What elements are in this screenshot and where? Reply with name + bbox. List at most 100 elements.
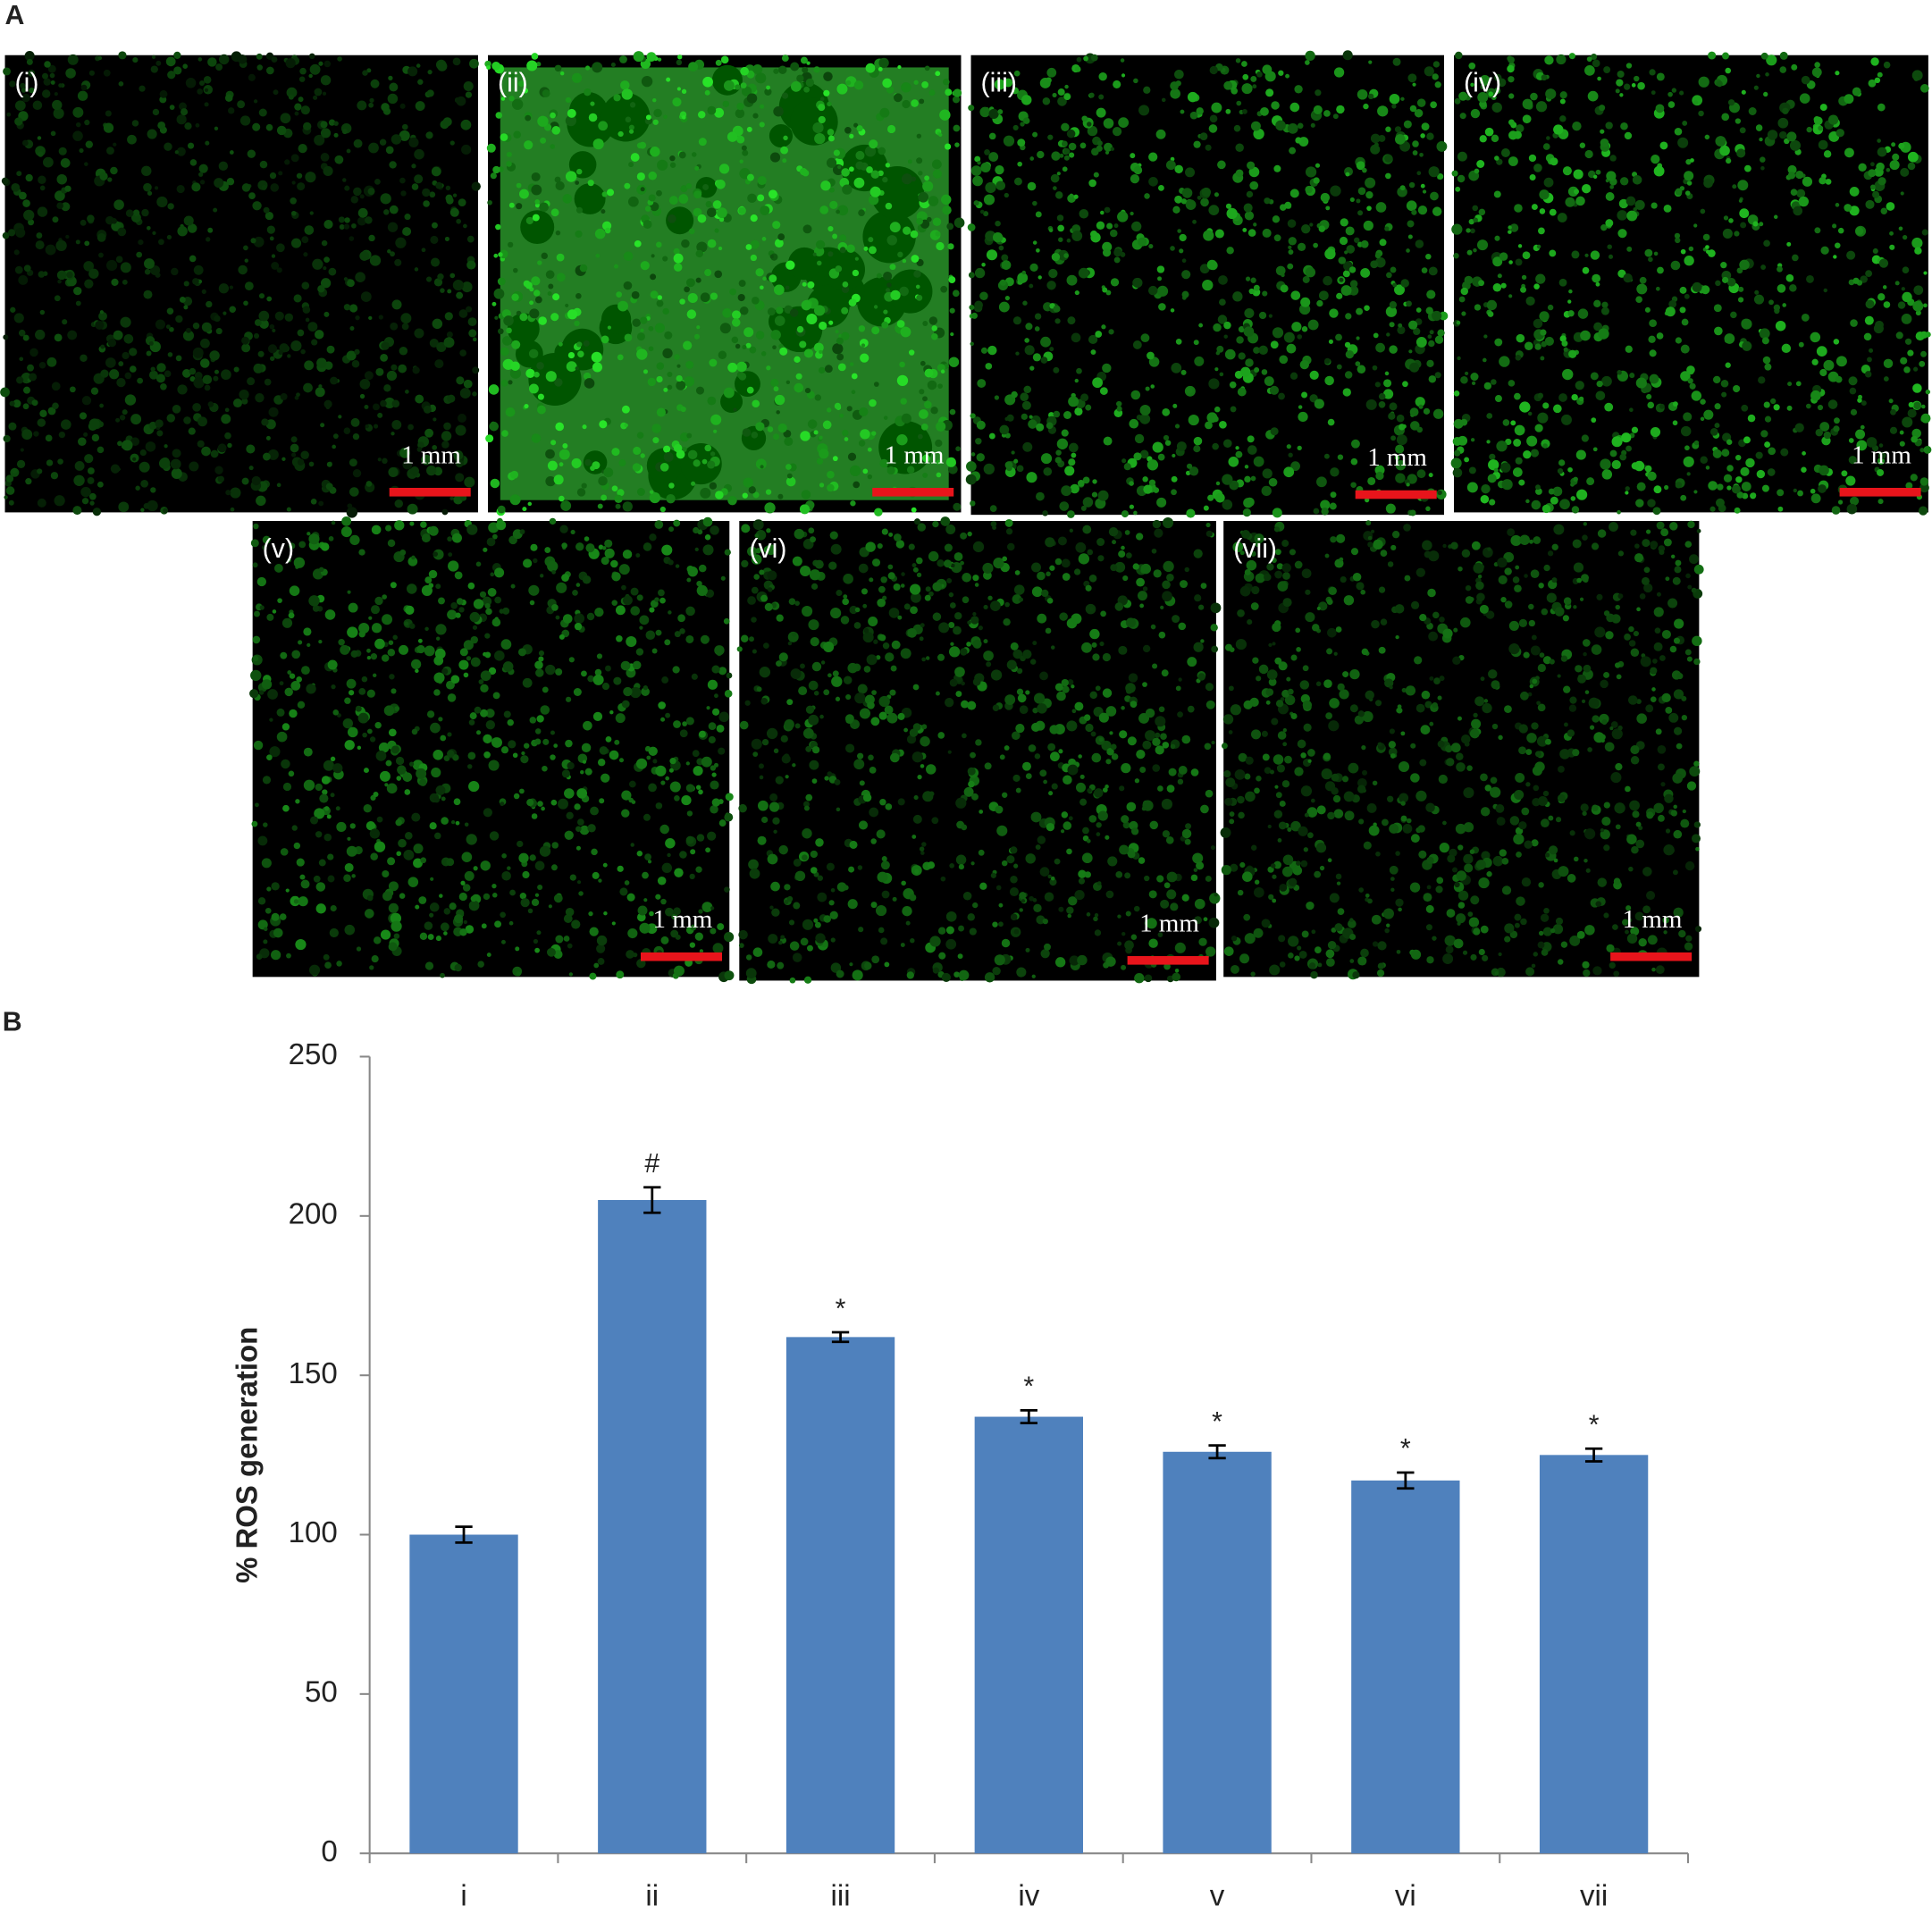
cell [632,660,642,670]
cell [556,273,566,282]
cell [1069,152,1075,158]
cell [1811,358,1819,365]
dark-spot [711,64,743,96]
cell [1129,418,1139,429]
cell [167,352,173,357]
cell [1323,110,1331,117]
cell [1508,93,1515,99]
cell [1356,161,1365,171]
cell [1099,387,1108,395]
cell [237,55,248,64]
cell [1286,343,1297,354]
cell [417,441,424,449]
cell [323,219,333,230]
cell [1619,453,1627,461]
cell [147,190,153,196]
cell [804,388,811,394]
cell [1575,381,1584,390]
cell [565,303,569,307]
cell [1761,337,1769,345]
cell [853,481,861,489]
cell [647,860,652,864]
cell [456,96,466,106]
cell [656,407,666,417]
cell [257,350,265,357]
cell [672,666,680,674]
cell [1283,466,1295,478]
cell [450,675,460,684]
cell [936,421,946,432]
cell [27,364,35,372]
cell [388,466,399,477]
cell [262,776,272,785]
cell [1777,489,1785,497]
cell [458,607,465,613]
cell [545,270,555,280]
cell [1022,300,1028,306]
cell [10,306,16,313]
cell [871,326,880,335]
cell [491,301,497,306]
cell [50,80,55,85]
cell [257,835,268,846]
cell [545,476,556,487]
cell [617,130,624,138]
cell [1075,541,1087,553]
cell [827,135,835,142]
cell [819,349,823,355]
cell [229,150,234,155]
cell [1063,93,1071,101]
cell [1508,380,1516,387]
cell [529,717,537,724]
cell [1521,274,1527,281]
cell [287,354,291,358]
cell [691,152,697,157]
cell [1066,848,1072,855]
cell [221,414,231,424]
cell [1133,905,1140,912]
cell [1297,334,1303,340]
cell [685,278,695,288]
cell [1154,528,1163,538]
cell [400,190,407,197]
cell [1330,467,1340,477]
cell [1305,50,1315,62]
cell [137,377,144,384]
cell [1329,308,1339,318]
cell [799,167,808,176]
cell [391,920,402,932]
cell [350,196,359,204]
cell [1494,395,1502,403]
cell [696,241,708,253]
cell [1904,338,1912,345]
cell [522,507,527,512]
cell [500,97,506,101]
cell [537,260,542,265]
cell [1067,913,1071,919]
cell [1284,201,1292,209]
cell [637,905,648,916]
cell [276,483,281,488]
cell [1888,399,1894,404]
cell [314,88,323,97]
cell [988,132,996,140]
cell [1889,426,1898,434]
cell [580,769,584,775]
cell [1324,375,1334,386]
cell [22,199,30,207]
cell [1350,482,1357,488]
cell [1865,299,1875,309]
cell [1700,416,1705,422]
cell [470,895,477,902]
cell [480,860,491,871]
cell [871,955,880,964]
cell [652,437,659,444]
cell [531,172,541,181]
cell [1305,166,1317,178]
cell [891,640,901,650]
cell [1886,168,1891,172]
cell [198,80,206,87]
cell [1432,73,1439,80]
cell [878,57,889,69]
cell [1155,129,1166,139]
